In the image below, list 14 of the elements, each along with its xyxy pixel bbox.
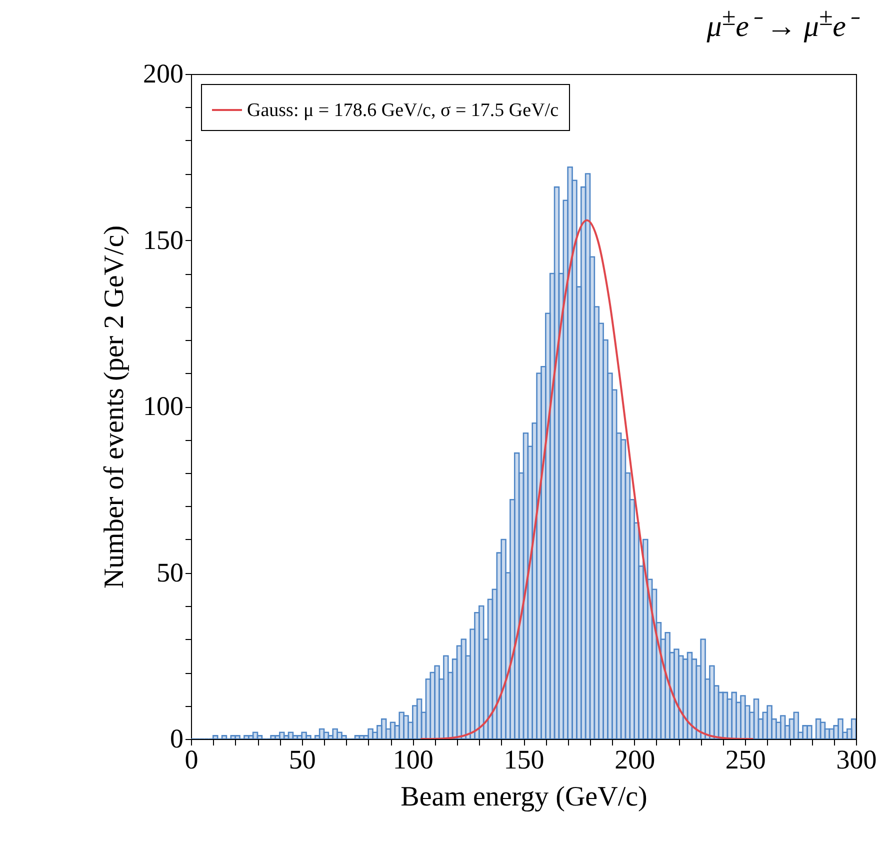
x-tick-label: 250 (725, 744, 766, 774)
x-axis-title: Beam energy (GeV/c) (400, 782, 648, 812)
x-tick-label: 50 (288, 744, 316, 774)
y-tick-label: 100 (143, 391, 184, 421)
x-tick-label: 200 (614, 744, 656, 774)
y-tick-label: 150 (143, 224, 184, 255)
x-tick-label: 300 (836, 744, 877, 774)
y-tick-label: 0 (170, 724, 184, 754)
x-tick-label: 150 (504, 744, 544, 774)
y-tick-label: 200 (143, 58, 184, 88)
y-axis-title: Number of events (per 2 GeV/c) (99, 225, 130, 589)
x-tick-label: 100 (392, 744, 434, 774)
legend-label: Gauss: μ = 178.6 GeV/c, σ = 17.5 GeV/c (247, 100, 559, 121)
y-tick-label: 50 (156, 557, 184, 588)
